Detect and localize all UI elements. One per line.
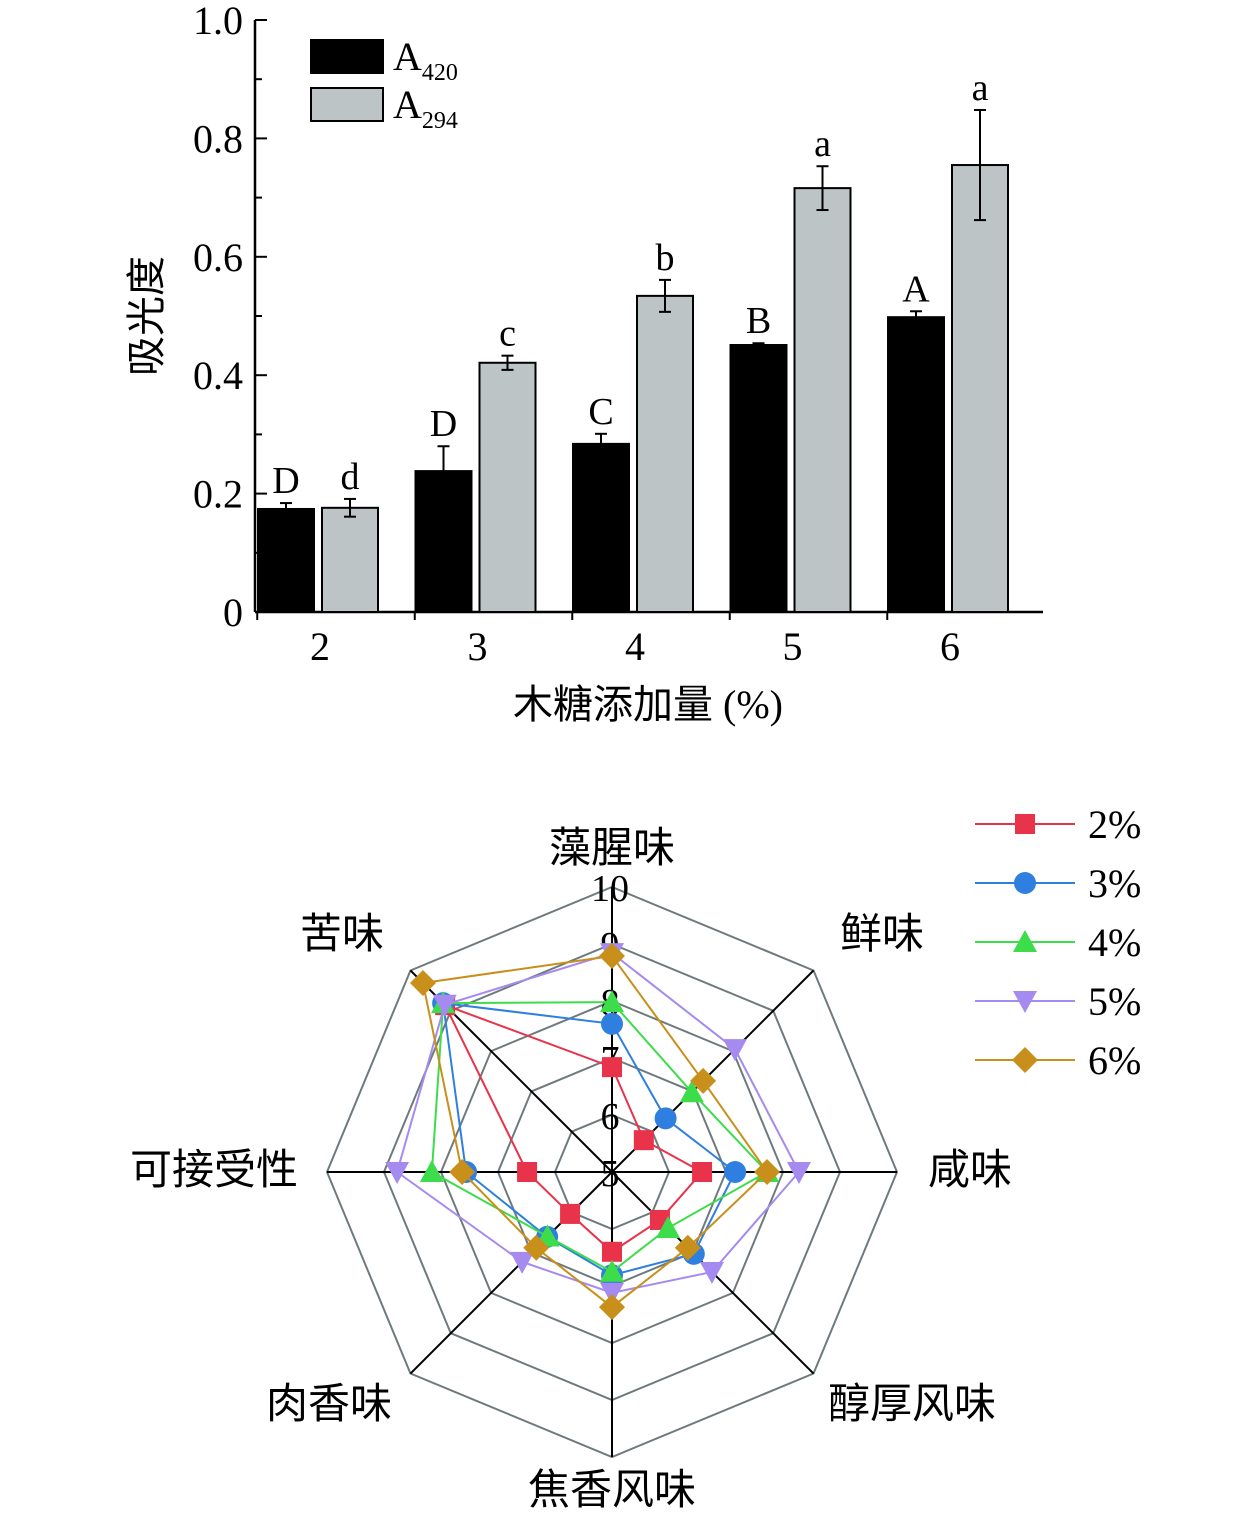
legend-marker	[1012, 1047, 1038, 1073]
axis-label: 焦香风味	[528, 1468, 696, 1514]
y-tick-label: 0.4	[193, 353, 243, 398]
legend-swatch	[310, 87, 384, 122]
bar	[478, 361, 537, 613]
data-point	[385, 1162, 410, 1184]
data-point	[419, 1160, 444, 1182]
legend-marker	[1015, 814, 1035, 834]
data-point	[656, 1216, 681, 1239]
x-axis-label: 木糖添加量 (%)	[513, 682, 783, 727]
bar	[793, 187, 852, 614]
y-tick-label: 1.0	[193, 0, 243, 43]
significance-label: b	[656, 237, 675, 279]
significance-label: c	[499, 313, 516, 355]
y-tick-label: 0.8	[193, 116, 243, 161]
x-tick-label: 2	[310, 624, 330, 669]
y-axis-label: 吸光度	[124, 256, 169, 376]
data-point	[409, 969, 436, 996]
data-point	[599, 1294, 625, 1321]
y-tick-label: 0.6	[193, 235, 243, 280]
significance-label: D	[272, 460, 299, 502]
data-point	[679, 1080, 704, 1103]
y-tick-label: 0	[223, 590, 243, 635]
significance-label: A	[902, 268, 930, 310]
significance-label: C	[588, 391, 613, 433]
data-point	[560, 1203, 581, 1224]
x-tick-label: 6	[940, 624, 960, 669]
data-point	[432, 994, 457, 1017]
data-point	[699, 1261, 724, 1284]
data-point	[754, 1159, 781, 1185]
data-point	[600, 1282, 624, 1305]
data-point	[600, 990, 624, 1013]
legend-label: 5%	[1088, 979, 1141, 1024]
data-point	[523, 1234, 550, 1261]
axis-label: 醇厚风味	[828, 1382, 996, 1428]
bar	[636, 294, 694, 613]
legend-subscript: 420	[422, 60, 458, 86]
legend-label: 3%	[1088, 861, 1141, 906]
significance-label: a	[972, 67, 989, 109]
significance-label: d	[341, 456, 360, 498]
radar-chart: 5678910藻腥味鲜味咸味醇厚风味焦香风味肉香味可接受性苦味2%3%4%5%6…	[130, 802, 1141, 1514]
r-tick-label: 10	[591, 868, 629, 910]
bar	[572, 442, 630, 614]
data-point	[449, 1159, 476, 1185]
bar-chart: 0 0.2 0.4 0.6 0.8 1.0 2 D d 3 Dc 4 Cb 5 Ba 6 Aa 木糖添加量 (%)…	[124, 0, 1043, 727]
significance-label: B	[746, 300, 771, 342]
axis-label: 咸味	[928, 1148, 1012, 1194]
x-tick-label: 3	[468, 624, 488, 669]
legend-label: 4%	[1088, 920, 1141, 965]
data-point	[690, 1067, 717, 1094]
axis-label: 苦味	[300, 912, 384, 958]
series-line	[441, 1001, 737, 1277]
axis-label: 藻腥味	[549, 826, 675, 872]
x-tick-label: 5	[783, 624, 803, 669]
axis-label: 肉香味	[266, 1382, 392, 1428]
legend-label: A420	[393, 34, 458, 86]
significance-label: D	[430, 403, 457, 445]
legend-label: A294	[393, 82, 458, 134]
r-tick-label: 6	[601, 1096, 620, 1138]
legend-marker	[1014, 872, 1036, 894]
data-point	[633, 1130, 654, 1151]
legend-marker	[1013, 991, 1037, 1013]
data-point	[600, 1259, 624, 1282]
data-point	[722, 1039, 747, 1062]
legend-subscript: 294	[422, 108, 458, 134]
data-point	[724, 1161, 747, 1183]
data-point	[602, 1241, 622, 1262]
data-point	[692, 1162, 713, 1182]
legend-label: 6%	[1088, 1038, 1141, 1083]
data-point	[654, 1107, 677, 1130]
axis-label: 鲜味	[840, 912, 924, 958]
legend-label: 2%	[1088, 802, 1141, 847]
data-point	[601, 1012, 623, 1035]
legend-swatch	[310, 39, 384, 74]
x-tick-label: 4	[625, 624, 645, 669]
bar	[729, 344, 788, 613]
bar	[321, 506, 379, 614]
data-point	[517, 1162, 538, 1182]
bar	[257, 507, 315, 614]
data-point	[674, 1234, 701, 1261]
data-point	[602, 1057, 622, 1078]
y-tick-label: 0.2	[193, 472, 243, 517]
bar	[887, 316, 945, 613]
significance-label: a	[814, 123, 831, 165]
data-point	[599, 942, 625, 969]
data-point	[786, 1162, 811, 1184]
bar	[951, 164, 1009, 613]
data-point	[510, 1251, 535, 1274]
axis-label: 可接受性	[130, 1148, 298, 1194]
legend-marker	[1013, 930, 1037, 952]
r-tick-label: 5	[601, 1153, 620, 1195]
